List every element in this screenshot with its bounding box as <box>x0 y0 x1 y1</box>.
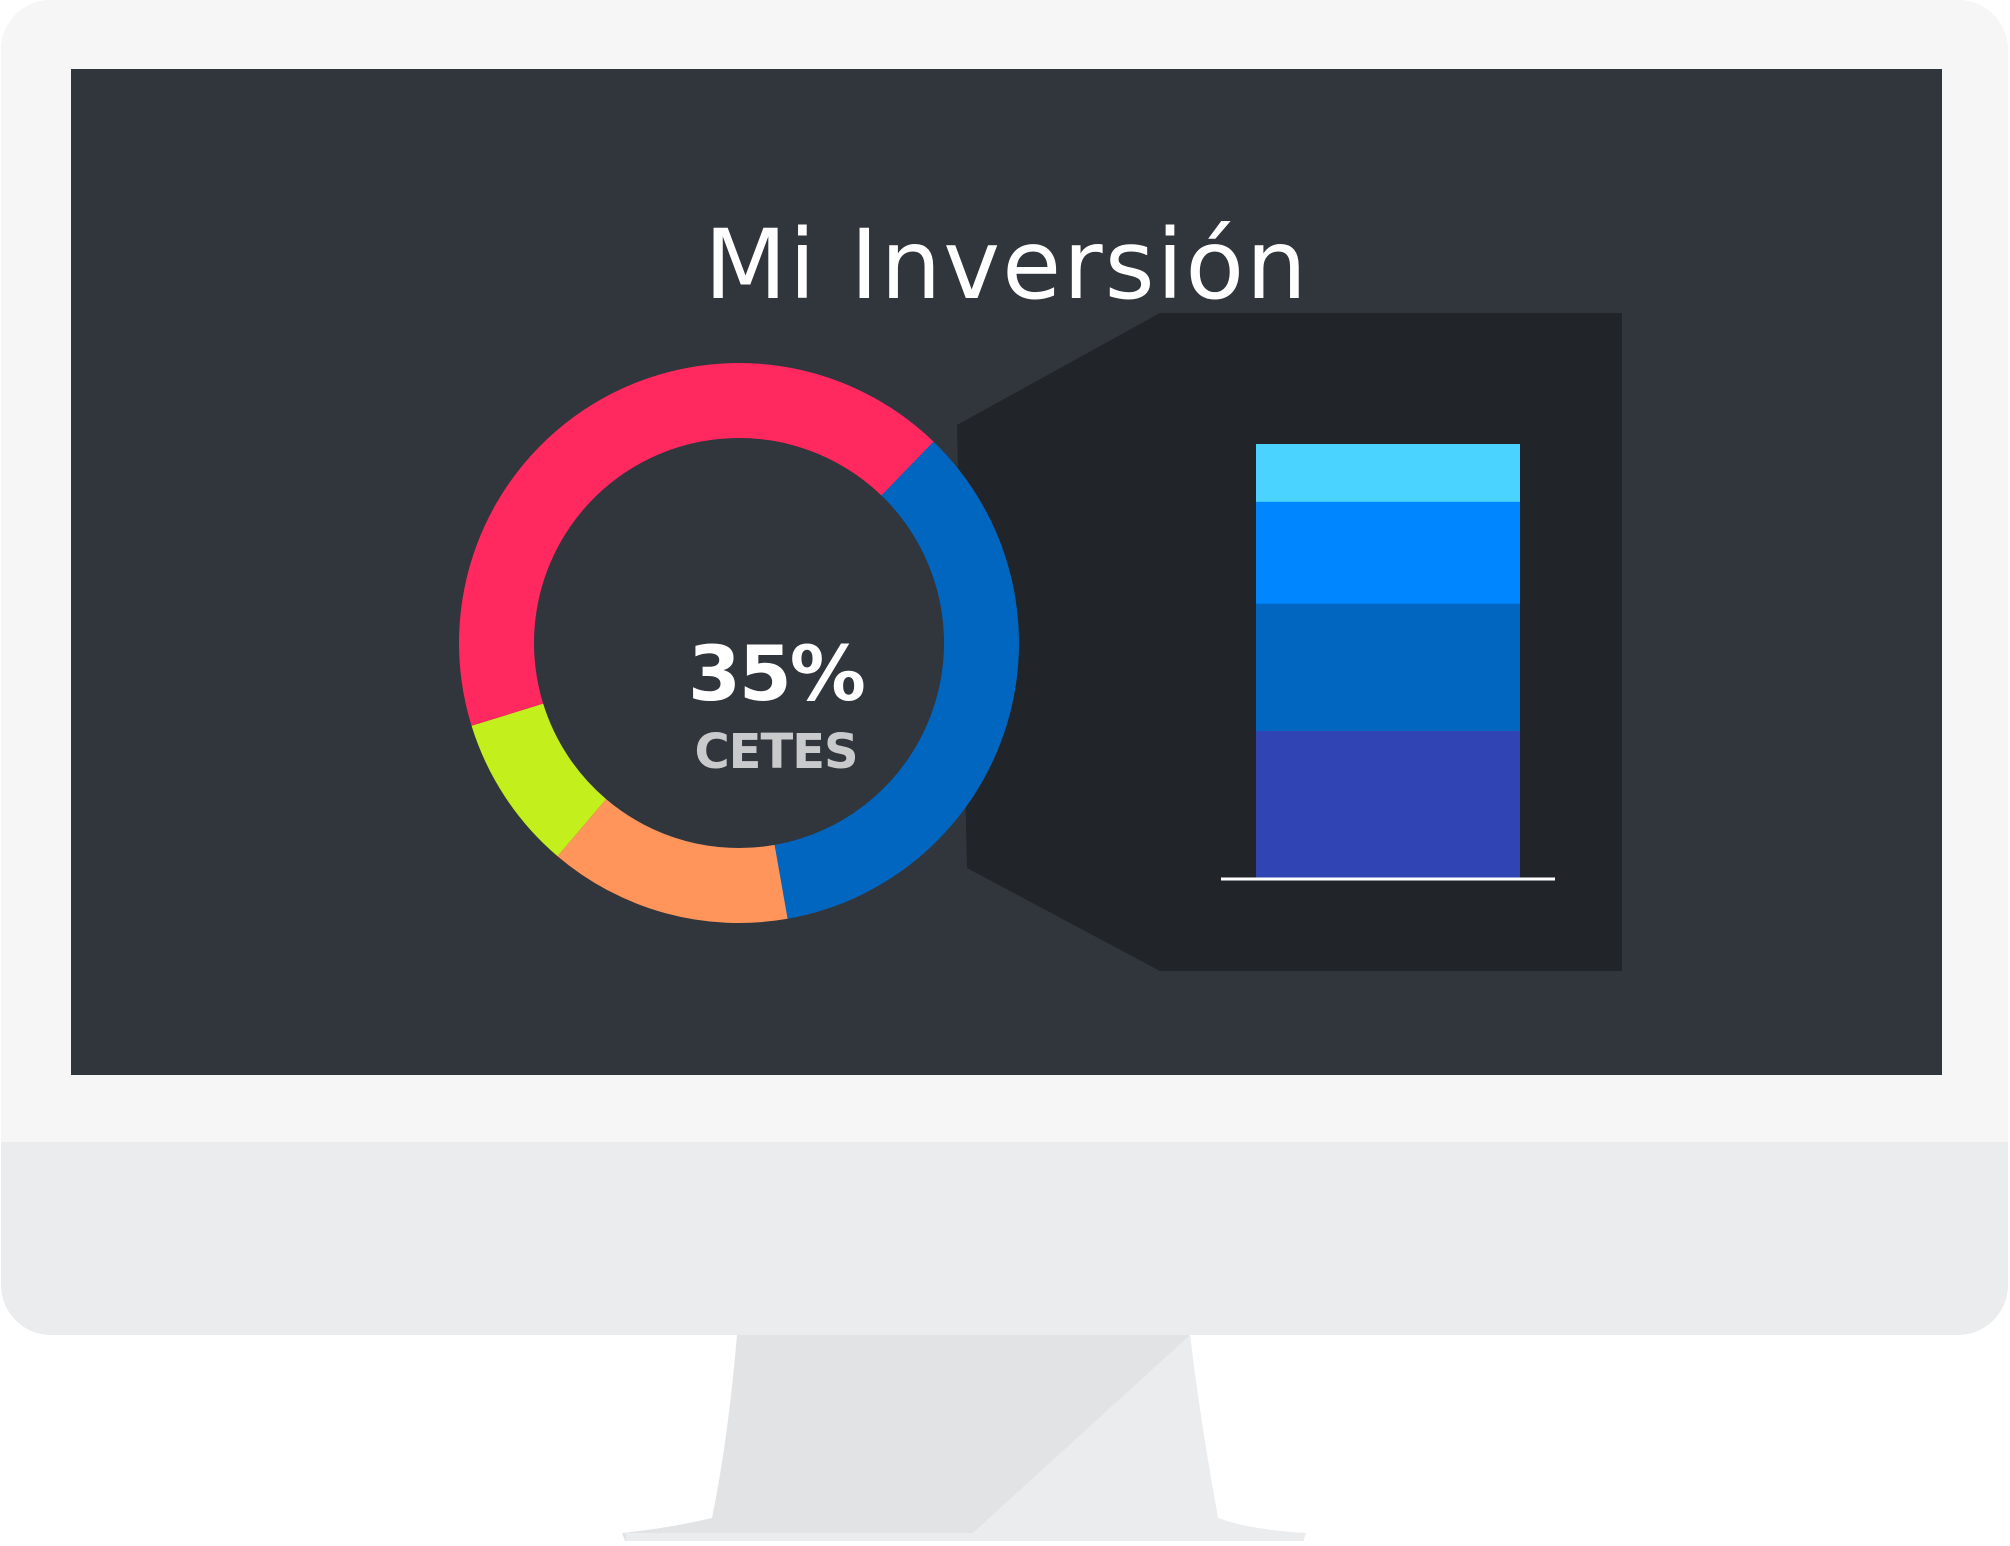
stand-highlight <box>964 1335 1306 1541</box>
page-title: Mi Inversión <box>704 209 1309 321</box>
donut-slice-2 <box>557 799 788 923</box>
donut-slice-3 <box>471 703 607 857</box>
bar-segment-2 <box>1256 603 1520 732</box>
bar-segment-4 <box>1256 444 1520 502</box>
stand-foot <box>626 1533 1304 1541</box>
donut-slice-1 <box>774 441 1019 919</box>
bar-segment-3 <box>1256 501 1520 604</box>
stacked-bar-chart <box>1256 444 1520 878</box>
bar-segment-1 <box>1256 730 1520 878</box>
monitor-screen: Mi Inversión 35% CETES <box>71 69 1942 1075</box>
donut-chart <box>459 363 1019 923</box>
donut-slice-4 <box>459 363 934 726</box>
donut-center-value: 35% <box>688 629 866 718</box>
investment-charts <box>459 313 1622 971</box>
monitor-bezel: Mi Inversión 35% CETES <box>1 0 2008 1335</box>
donut-center-label: CETES <box>694 724 858 780</box>
